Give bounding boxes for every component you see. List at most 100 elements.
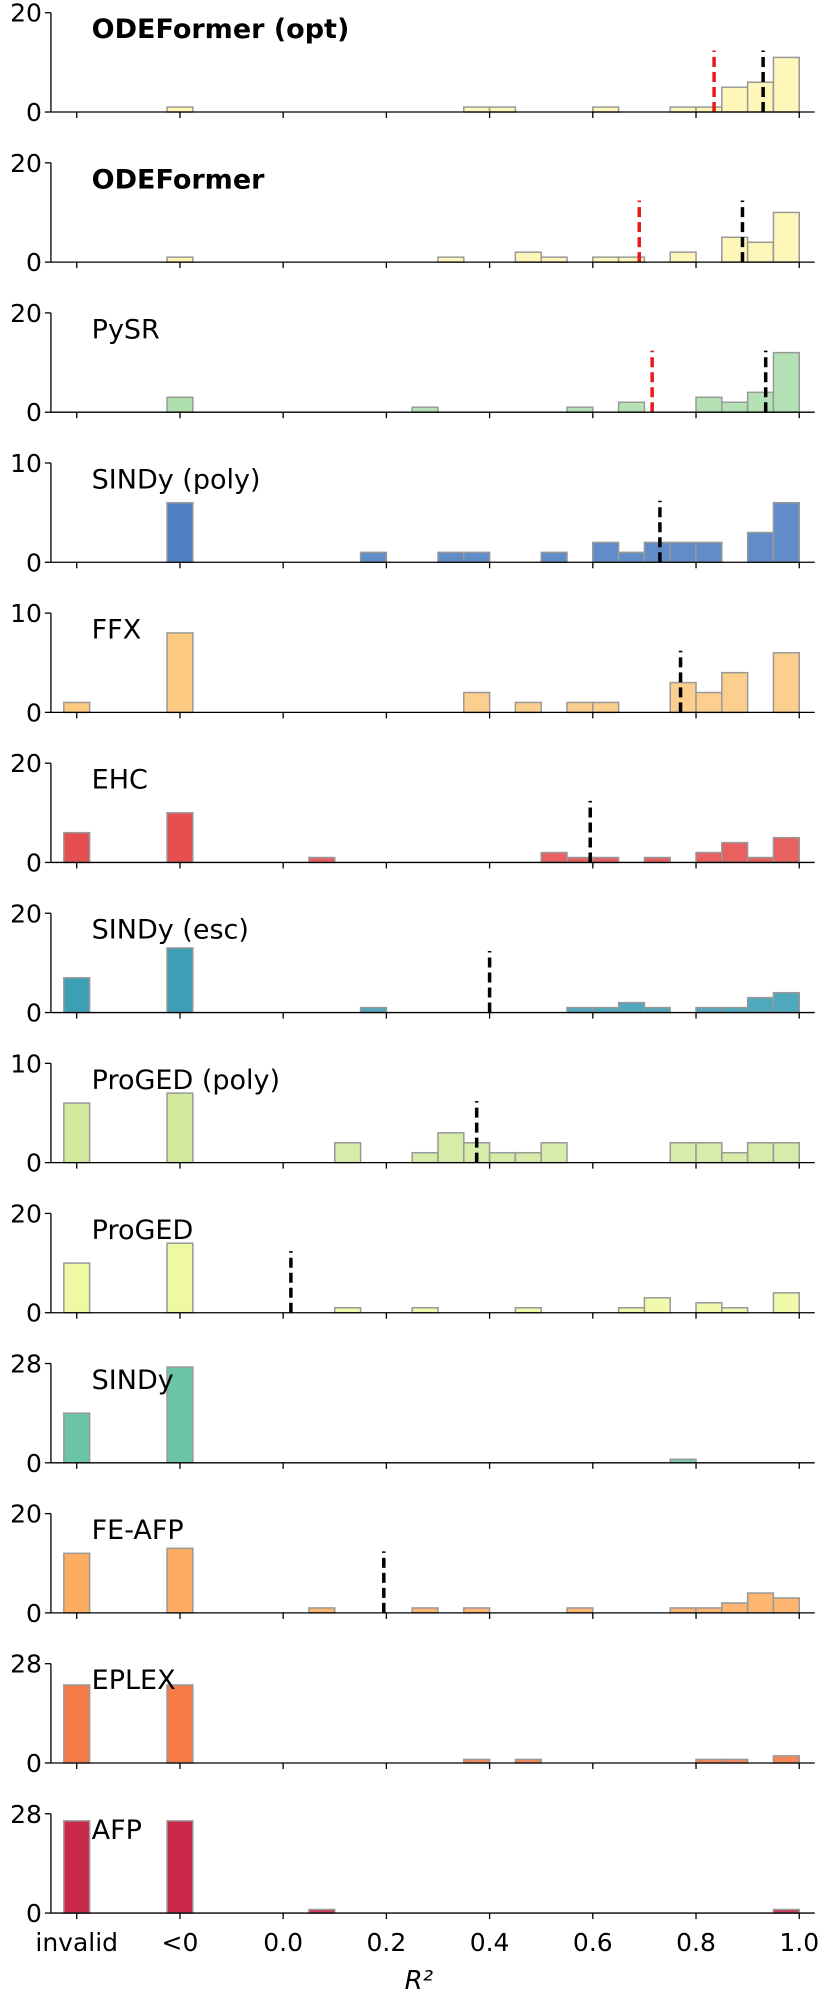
y-tick-label: 28	[10, 1350, 42, 1379]
bar	[772, 1142, 800, 1164]
bar	[746, 1142, 775, 1164]
bar	[772, 991, 800, 1014]
bar	[166, 256, 194, 263]
bar	[63, 1684, 91, 1764]
bar	[63, 1262, 91, 1314]
bar	[721, 86, 749, 113]
bar	[63, 977, 91, 1014]
y-tick-label: 10	[10, 1049, 42, 1078]
y-tick-label: 10	[10, 599, 42, 628]
y-tick-label: 20	[10, 1500, 42, 1529]
x-tick-label: invalid	[35, 1928, 118, 1957]
bar	[166, 396, 194, 413]
bar	[411, 406, 439, 413]
bar	[463, 691, 491, 714]
bar	[772, 501, 800, 564]
bar	[643, 1006, 671, 1014]
bar	[695, 396, 723, 413]
y-tick-label: 20	[10, 0, 42, 28]
bar	[746, 391, 775, 413]
x-tick-label: 0.0	[263, 1928, 303, 1957]
bar	[695, 1302, 723, 1314]
bar	[166, 1242, 194, 1314]
x-axis-label: R²	[405, 1966, 434, 1993]
bar	[721, 671, 749, 714]
y-tick-label: 20	[10, 899, 42, 928]
bar	[63, 1102, 91, 1164]
bar	[592, 541, 620, 564]
bar	[166, 812, 194, 864]
bar	[63, 831, 91, 864]
bar	[669, 541, 697, 564]
bar	[566, 701, 594, 714]
bar	[359, 1006, 388, 1014]
y-tick-label: 20	[10, 299, 42, 328]
bar	[166, 106, 194, 113]
bar	[721, 1151, 749, 1164]
bar	[746, 81, 775, 113]
bar	[514, 1307, 542, 1314]
y-tick-label: 0	[26, 98, 42, 127]
bar	[166, 1547, 194, 1614]
y-tick-label: 0	[26, 398, 42, 427]
bar	[437, 551, 465, 564]
x-tick-label: 0.6	[573, 1928, 613, 1957]
bar	[437, 1132, 465, 1164]
bar	[669, 1607, 697, 1614]
bar	[695, 1607, 723, 1614]
y-tick-label: 0	[26, 1599, 42, 1628]
x-tick-label: <0	[162, 1928, 199, 1957]
bar	[63, 1552, 91, 1614]
panel-title: EHC	[92, 765, 148, 796]
x-tick-label: 1.0	[779, 1928, 819, 1957]
y-tick-label: 0	[26, 848, 42, 877]
x-tick-label: 0.2	[366, 1928, 406, 1957]
y-tick-label: 0	[26, 548, 42, 577]
panel-title: EPLEX	[92, 1665, 176, 1696]
y-tick-label: 0	[26, 1899, 42, 1928]
bar	[617, 1307, 646, 1314]
bar	[643, 541, 671, 564]
bar	[721, 401, 749, 413]
bar	[772, 351, 800, 413]
bar	[695, 691, 723, 714]
y-tick-label: 0	[26, 248, 42, 277]
bar	[643, 1297, 671, 1314]
y-tick-label: 20	[10, 149, 42, 178]
bar	[669, 1142, 697, 1164]
panel-title: FFX	[92, 615, 142, 646]
bar	[166, 632, 194, 714]
bar	[592, 701, 620, 714]
bar	[540, 256, 568, 263]
bar	[695, 1006, 723, 1014]
bar	[617, 401, 646, 413]
bar	[540, 851, 568, 864]
panel-title: ProGED	[92, 1215, 194, 1246]
bar	[772, 1755, 800, 1764]
x-tick-label: 0.8	[676, 1928, 716, 1957]
panel-title: SINDy (esc)	[92, 915, 249, 946]
bar	[721, 841, 749, 864]
bar	[592, 856, 620, 864]
panel-title: SINDy	[92, 1365, 174, 1396]
bar	[566, 406, 594, 413]
bar	[488, 1151, 517, 1164]
bar	[746, 856, 775, 864]
y-tick-label: 0	[26, 1749, 42, 1778]
panel-title: FE-AFP	[92, 1515, 184, 1546]
bar	[411, 1307, 439, 1314]
bar	[617, 551, 646, 564]
y-tick-label: 20	[10, 749, 42, 778]
bar	[463, 551, 491, 564]
bar	[772, 211, 800, 263]
x-tick-label: 0.4	[470, 1928, 510, 1957]
bar	[746, 1592, 775, 1614]
panel-title: ODEFormer	[92, 164, 265, 195]
bar	[695, 106, 723, 113]
y-tick-label: 10	[10, 449, 42, 478]
bar	[772, 56, 800, 113]
bar	[695, 541, 723, 564]
panel-title: ProGED (poly)	[92, 1065, 280, 1096]
bar	[695, 851, 723, 864]
panel-title: PySR	[92, 314, 160, 345]
